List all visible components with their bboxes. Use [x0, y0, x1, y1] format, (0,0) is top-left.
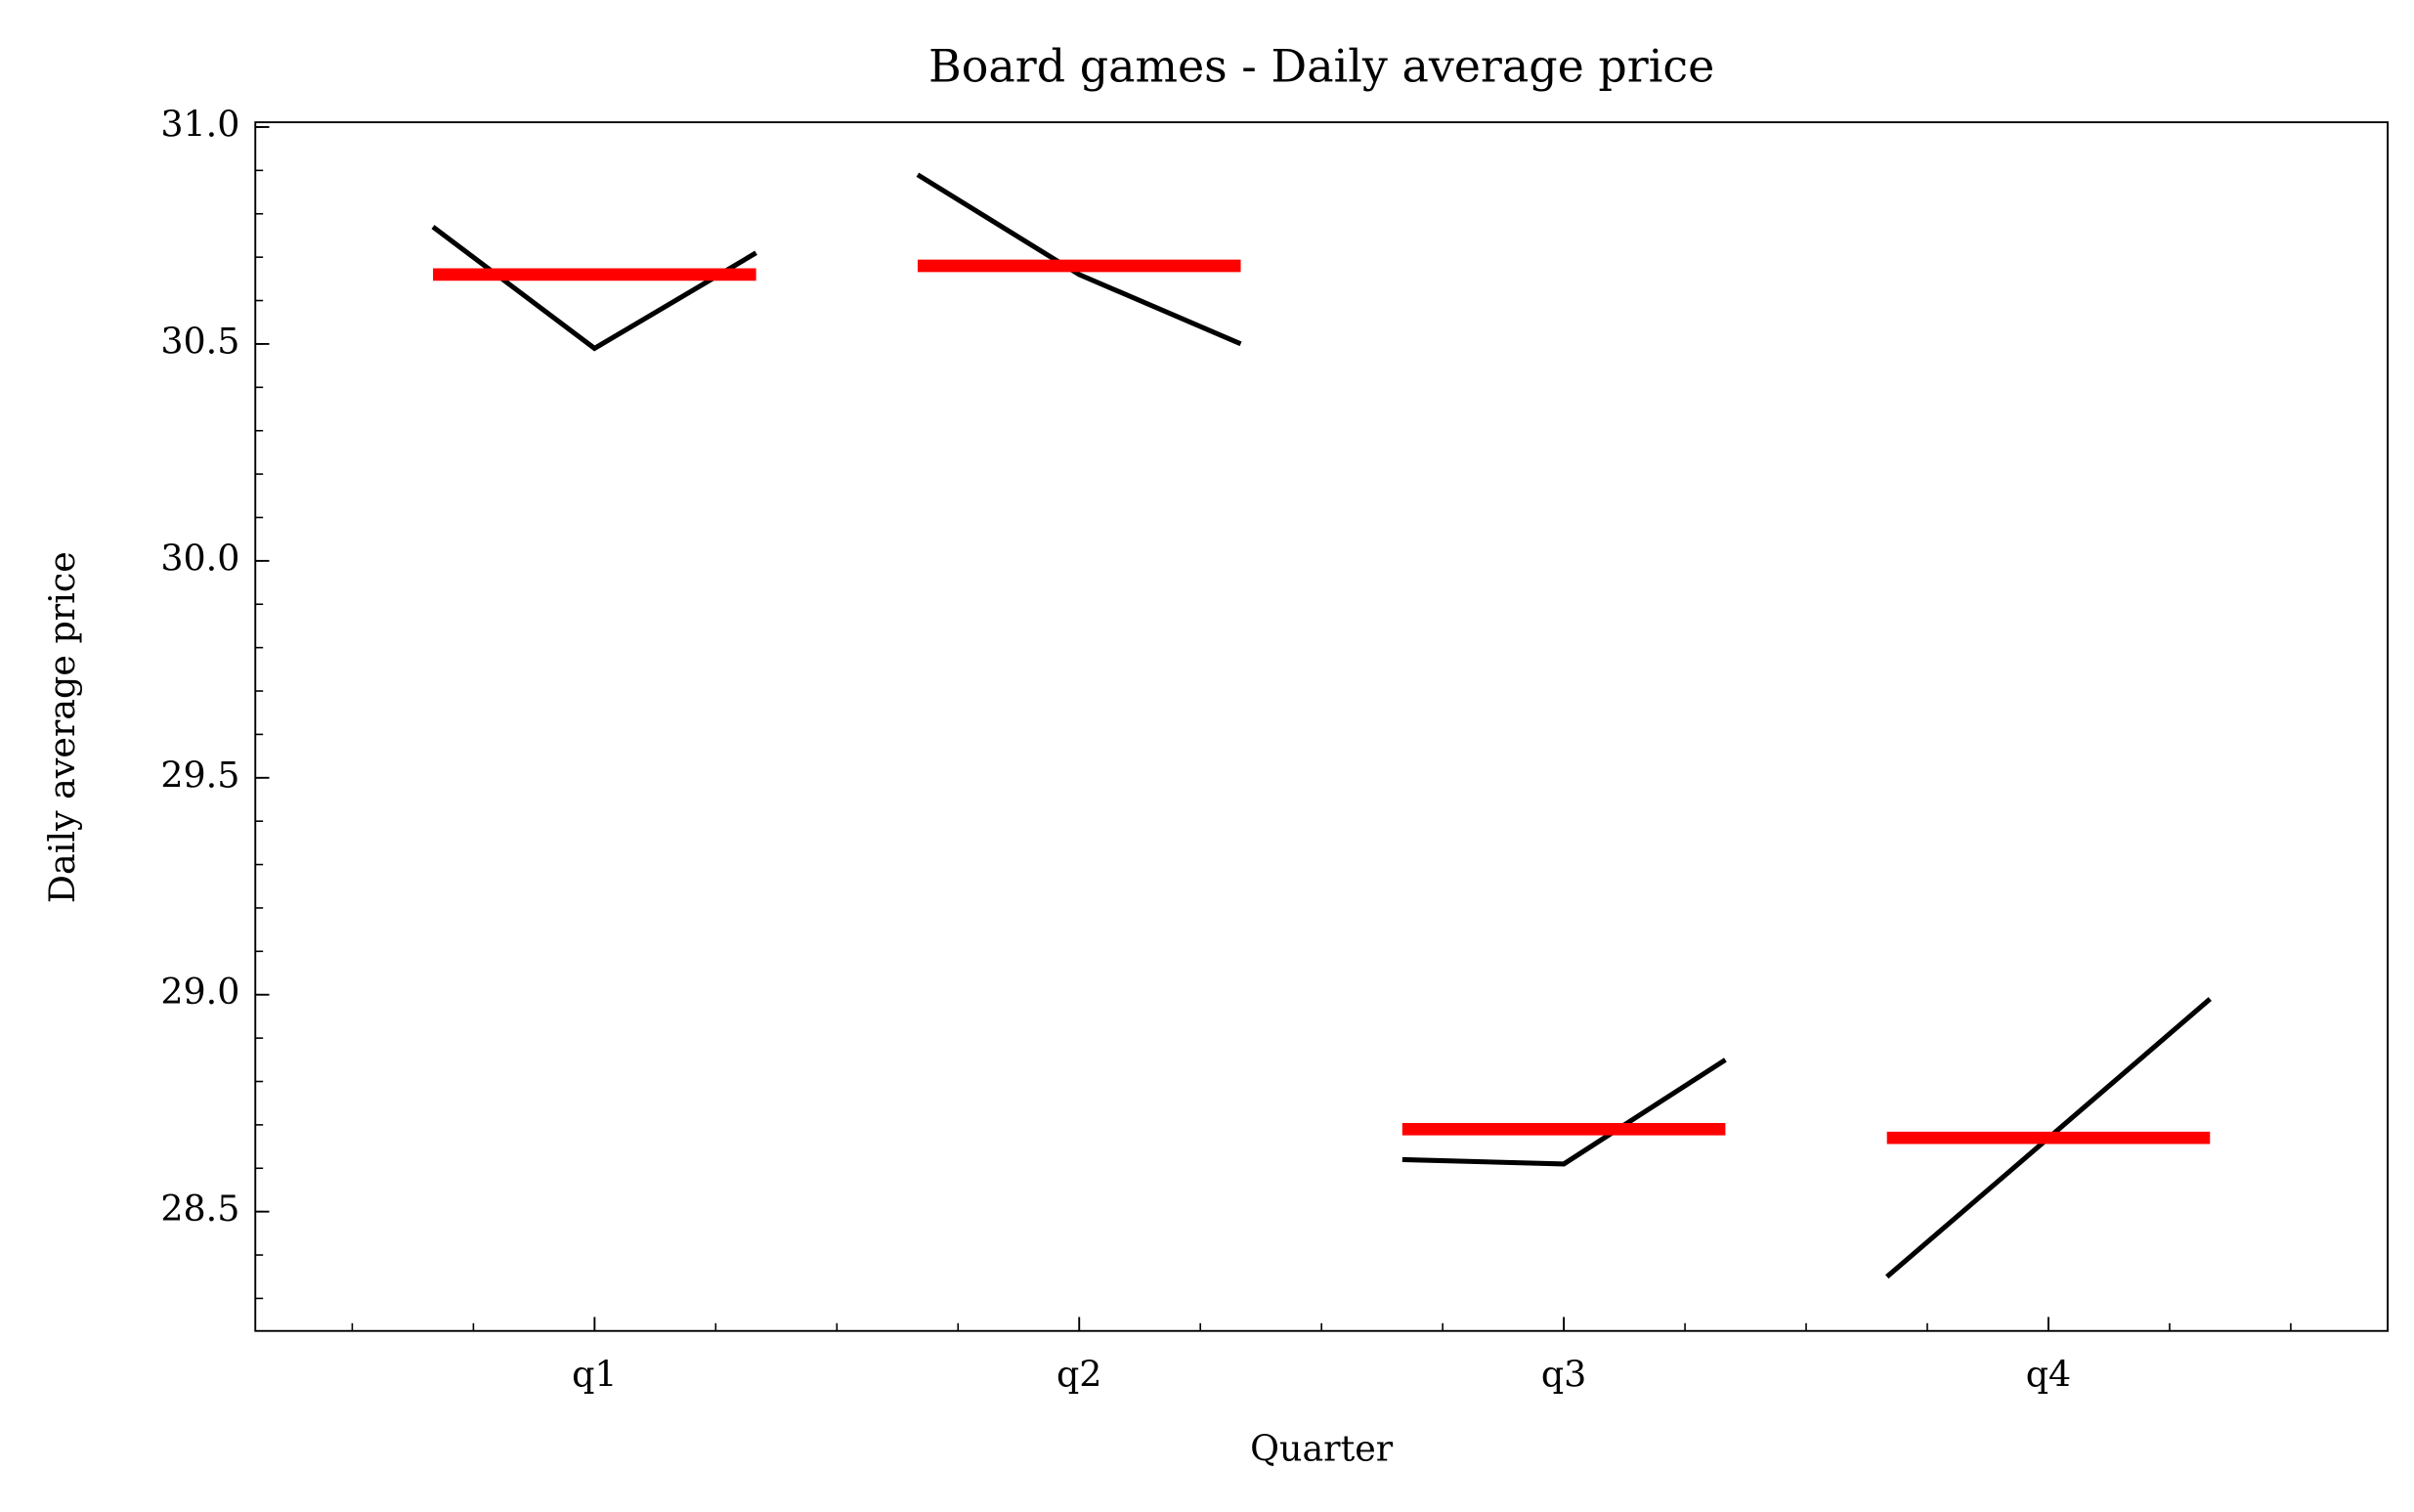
quarter-line [1401, 1058, 1727, 1167]
x-tick-label: q4 [2026, 1354, 2071, 1396]
y-axis-label: Daily average price [41, 551, 83, 903]
y-tick-label: 30.0 [160, 537, 239, 579]
x-tick-label: q2 [1056, 1354, 1101, 1396]
quarter-line [431, 225, 757, 352]
x-axis-label: Quarter [1250, 1428, 1394, 1470]
y-tick-label: 28.5 [160, 1188, 239, 1230]
y-tick-label: 30.5 [160, 320, 239, 362]
quarter-line [916, 172, 1242, 347]
y-tick-label: 29.5 [160, 754, 239, 796]
y-tick-label: 29.0 [160, 971, 239, 1013]
y-tick-label: 31.0 [160, 103, 239, 145]
x-tick-label: q1 [572, 1354, 617, 1396]
plot-frame [254, 121, 2390, 1332]
chart-title: Board games - Daily average price [928, 39, 1714, 92]
x-tick-label: q3 [1541, 1354, 1586, 1396]
